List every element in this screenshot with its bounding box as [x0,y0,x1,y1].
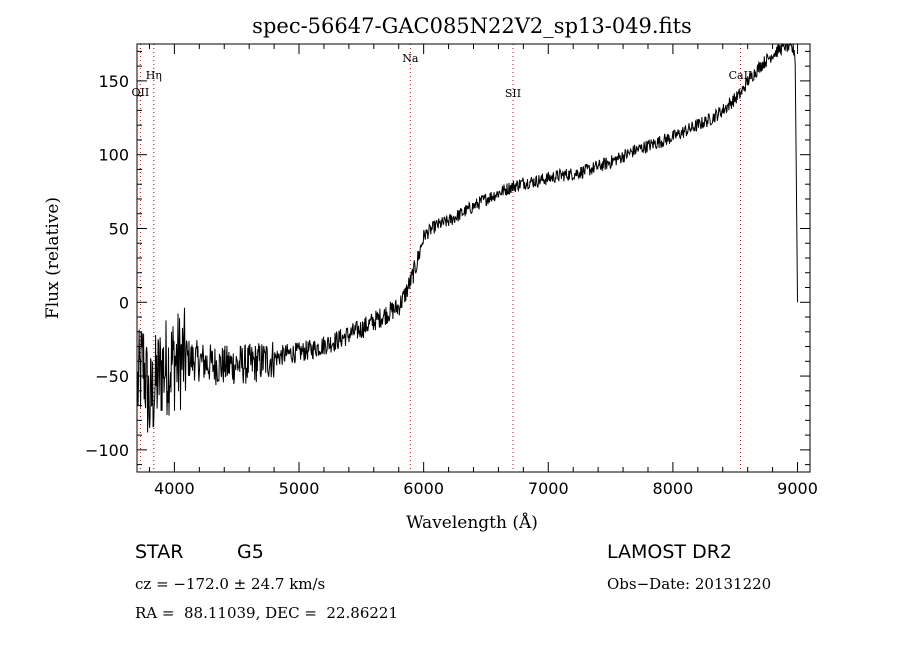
axes: 4000 5000 6000 7000 8000 9000 −100 −50 0 50 100 150 [85,44,818,498]
object-class: STAR [135,541,184,563]
marker-label: SII [505,87,521,100]
spectrum-line [137,42,798,433]
x-axis-label: Wavelength (Å) [406,512,538,533]
x-tick-label: 8000 [653,479,694,498]
y-tick-label: 100 [98,146,129,165]
y-tick-label: −100 [85,441,129,460]
redshift-text: cz = −172.0 ± 24.7 km/s [135,575,326,593]
x-tick-label: 9000 [777,479,818,498]
x-tick-label: 5000 [279,479,320,498]
plot-frame [136,43,811,473]
y-axis-label: Flux (relative) [43,197,63,319]
marker-label: Na [402,52,419,65]
object-subclass: G5 [237,541,264,563]
y-tick-label: 50 [109,219,129,238]
x-tick-label: 4000 [154,479,195,498]
x-tick-label: 6000 [403,479,444,498]
y-tick-label: 150 [98,72,129,91]
marker-label: OII [132,86,150,99]
observation-date: Obs−Date: 20131220 [607,575,772,593]
y-tick-label: −50 [95,367,129,386]
chart-title: spec-56647-GAC085N22V2_sp13-049.fits [252,14,692,38]
coordinates-text: RA = 88.11039, DEC = 22.86221 [135,604,399,622]
x-tick-label: 7000 [528,479,569,498]
y-tick-label: 0 [119,293,129,312]
marker-label: Hη [146,69,162,82]
survey-name: LAMOST DR2 [607,541,732,563]
